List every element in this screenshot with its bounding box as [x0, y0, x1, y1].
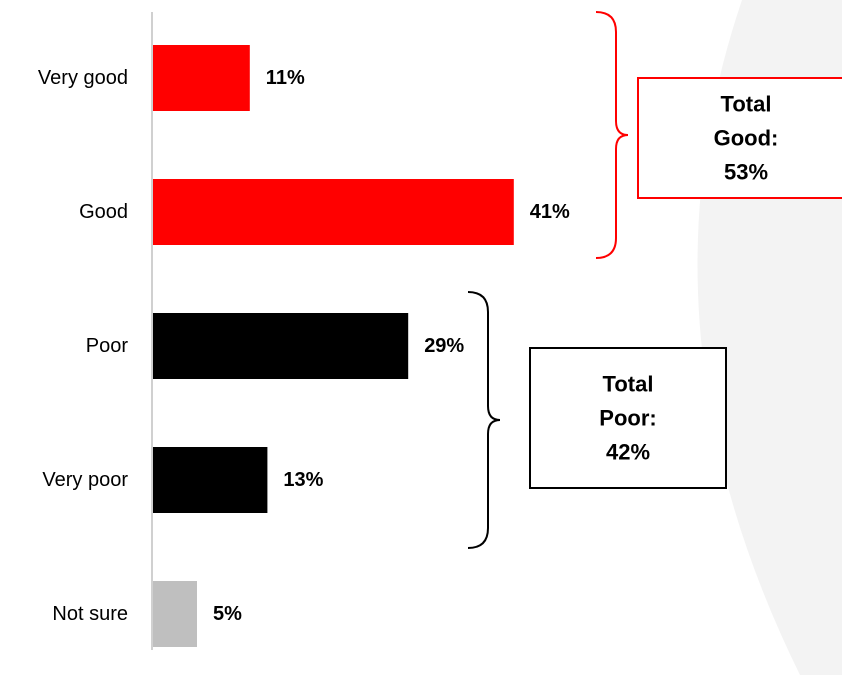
value-label-poor: 29%	[424, 335, 464, 357]
value-labels: 11% 41% 29% 13% 5%	[213, 67, 570, 625]
category-label-not-sure: Not sure	[52, 603, 128, 625]
group-annotations: Total Good: 53% Total Poor: 42%	[467, 11, 842, 549]
total-good-label-line: Total	[721, 92, 772, 117]
bar-not-sure	[153, 581, 197, 647]
category-labels: Very good Good Poor Very poor Not sure	[38, 67, 128, 625]
category-label-very-poor: Very poor	[42, 469, 128, 491]
total-good-label-line: Good:	[714, 126, 779, 151]
value-label-very-poor: 13%	[283, 469, 323, 491]
total-poor-bracket	[467, 291, 501, 549]
bars-layer	[153, 45, 514, 647]
bar-very-good	[153, 45, 250, 111]
total-poor-label-line: Poor:	[599, 406, 656, 431]
value-label-good: 41%	[530, 201, 570, 223]
bar-good	[153, 179, 514, 245]
value-label-very-good: 11%	[266, 67, 305, 89]
category-label-poor: Poor	[86, 335, 129, 357]
total-poor-label-line: 42%	[606, 440, 650, 465]
category-label-very-good: Very good	[38, 67, 128, 89]
bar-poor	[153, 313, 409, 379]
value-label-not-sure: 5%	[213, 603, 242, 625]
total-poor-label-line: Total	[603, 372, 654, 397]
total-good-label-line: 53%	[724, 160, 768, 185]
category-label-good: Good	[79, 201, 128, 223]
total-good-bracket	[595, 11, 629, 259]
bar-very-poor	[153, 447, 268, 513]
total-good-box	[637, 77, 842, 199]
total-poor-box	[529, 347, 727, 489]
